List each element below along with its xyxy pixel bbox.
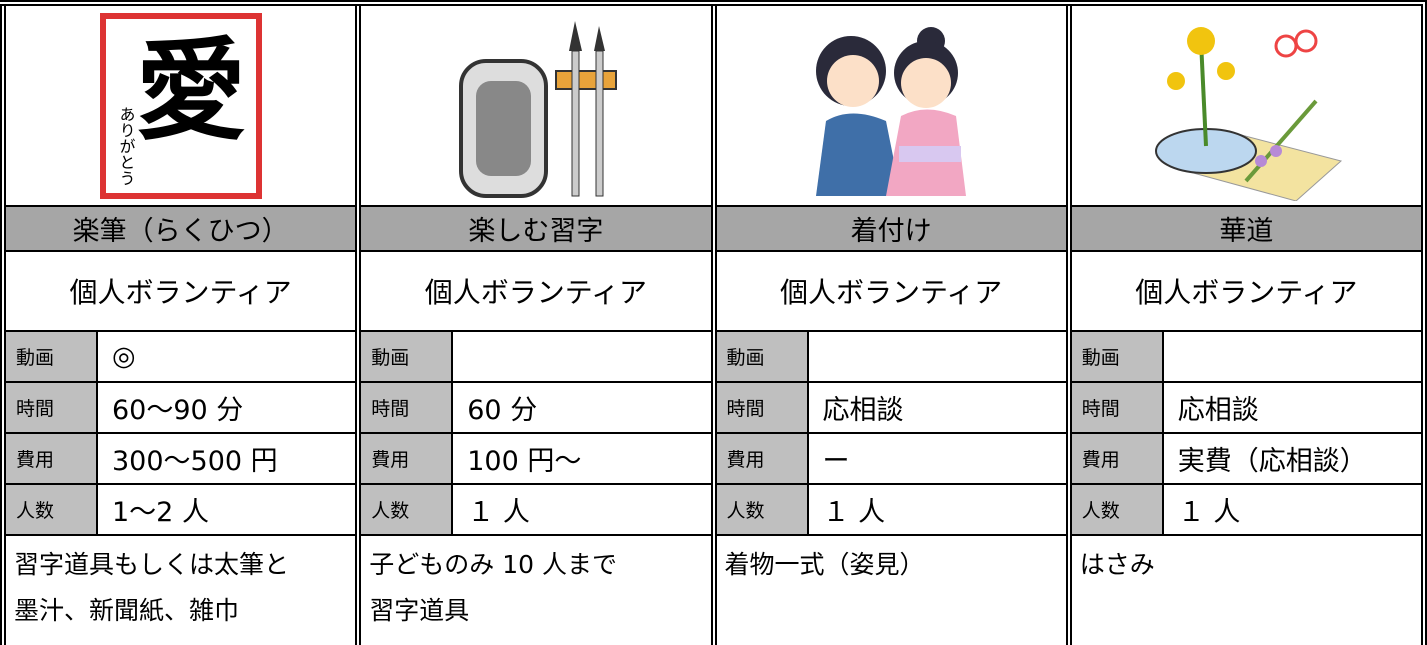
detail-row: 費用ー bbox=[716, 434, 1066, 485]
note-line: 墨汁、新聞紙、雑巾 bbox=[14, 596, 240, 625]
detail-row: 費用 100 円～ bbox=[361, 434, 711, 485]
detail-label: 時間 bbox=[6, 383, 98, 432]
detail-label: 動画 bbox=[1071, 332, 1164, 381]
detail-label: 人数 bbox=[361, 485, 454, 534]
detail-label: 時間 bbox=[716, 383, 809, 432]
detail-value: ◎ bbox=[112, 341, 136, 372]
detail-row: 動画 bbox=[716, 332, 1066, 383]
card-type: 個人ボランティア bbox=[6, 252, 356, 332]
detail-row: 費用 300～500 円 bbox=[6, 434, 356, 485]
detail-label: 動画 bbox=[361, 332, 454, 381]
detail-label: 人数 bbox=[716, 485, 809, 534]
detail-row: 費用 実費（応相談） bbox=[1071, 434, 1421, 485]
detail-label: 動画 bbox=[716, 332, 809, 381]
detail-row: 人数 １ 人 bbox=[1071, 485, 1421, 536]
detail-row: 人数 １ 人 bbox=[361, 485, 711, 536]
card-type: 個人ボランティア bbox=[361, 252, 711, 332]
detail-row: 動画 ◎ bbox=[6, 332, 356, 383]
card-type: 個人ボランティア bbox=[1071, 252, 1421, 332]
detail-label: 時間 bbox=[361, 383, 454, 432]
detail-value bbox=[453, 332, 710, 381]
detail-label: 動画 bbox=[6, 332, 98, 381]
detail-value bbox=[809, 332, 1066, 381]
detail-label: 費用 bbox=[6, 434, 98, 483]
detail-value: １ 人 bbox=[822, 497, 886, 528]
detail-value: 60 分 bbox=[467, 395, 538, 426]
shodo-icon bbox=[458, 20, 617, 198]
detail-row: 人数 1～2 人 bbox=[6, 485, 356, 536]
detail-value: 応相談 bbox=[822, 395, 904, 426]
detail-label: 人数 bbox=[1071, 485, 1164, 534]
detail-value: 100 円～ bbox=[467, 446, 582, 477]
detail-row: 動画 bbox=[361, 332, 711, 383]
kimono-icon bbox=[816, 26, 967, 196]
card-image bbox=[1071, 6, 1421, 207]
notes: はさみ bbox=[1072, 536, 1421, 594]
card-title: 楽筆（らくひつ） bbox=[6, 207, 356, 252]
detail-label: 時間 bbox=[1071, 383, 1164, 432]
note-line: 着物一式（姿見） bbox=[724, 550, 925, 579]
detail-row: 時間 60 分 bbox=[361, 383, 711, 434]
card-title: 着付け bbox=[716, 207, 1066, 252]
detail-value: 300～500 円 bbox=[112, 446, 278, 477]
card-image bbox=[716, 6, 1066, 207]
detail-value: 実費（応相談） bbox=[1177, 446, 1367, 477]
art-main: 愛 bbox=[136, 26, 246, 155]
ikebana-icon bbox=[1155, 26, 1343, 201]
card-image bbox=[361, 6, 711, 207]
notes: 習字道具もしくは太筆と 墨汁、新聞紙、雑巾 bbox=[6, 536, 355, 640]
detail-row: 人数 １ 人 bbox=[716, 485, 1066, 536]
note-line: 子どものみ 10 人まで bbox=[369, 550, 617, 579]
detail-row: 時間 応相談 bbox=[716, 383, 1066, 434]
card: 着付け 個人ボランティア 動画 時間 応相談 費用ー人数 １ 人着物一式（姿見） bbox=[710, 6, 1066, 645]
card-image: 愛ありがとう bbox=[6, 6, 356, 207]
note-line: 習字道具 bbox=[369, 596, 470, 625]
detail-value: 60～90 分 bbox=[112, 395, 244, 426]
note-line: はさみ bbox=[1079, 550, 1155, 579]
detail-row: 時間 60～90 分 bbox=[6, 383, 356, 434]
detail-value: ー bbox=[822, 446, 850, 477]
card-type: 個人ボランティア bbox=[716, 252, 1066, 332]
card: 愛ありがとう楽筆（らくひつ） 個人ボランティア 動画 ◎ 時間 60～90 分費用 300～… bbox=[0, 6, 356, 645]
detail-label: 費用 bbox=[716, 434, 809, 483]
card: 楽しむ習字 個人ボランティア 動画 時間 60 分費用 100 円～ 人数 １ 人子どものみ … bbox=[355, 6, 711, 645]
detail-row: 時間 応相談 bbox=[1071, 383, 1421, 434]
note-line: 習字道具もしくは太筆と bbox=[14, 550, 290, 579]
detail-row: 動画 bbox=[1071, 332, 1421, 383]
notes: 子どものみ 10 人まで 習字道具 bbox=[361, 536, 710, 640]
detail-value bbox=[1164, 332, 1421, 381]
detail-value: １ 人 bbox=[467, 497, 530, 528]
art-sub: ありがとう bbox=[116, 106, 135, 186]
detail-label: 人数 bbox=[6, 485, 98, 534]
card-title: 華道 bbox=[1071, 207, 1421, 252]
detail-value: 1～2 人 bbox=[112, 497, 209, 528]
detail-value: 応相談 bbox=[1177, 395, 1259, 426]
card: 華道 個人ボランティア 動画 時間 応相談 費用 実費（応相談） 人数 １ 人はさみ bbox=[1065, 6, 1421, 645]
detail-label: 費用 bbox=[361, 434, 454, 483]
card-title: 楽しむ習字 bbox=[361, 207, 711, 252]
detail-label: 費用 bbox=[1071, 434, 1164, 483]
notes: 着物一式（姿見） bbox=[717, 536, 1066, 594]
detail-value: １ 人 bbox=[1177, 497, 1241, 528]
